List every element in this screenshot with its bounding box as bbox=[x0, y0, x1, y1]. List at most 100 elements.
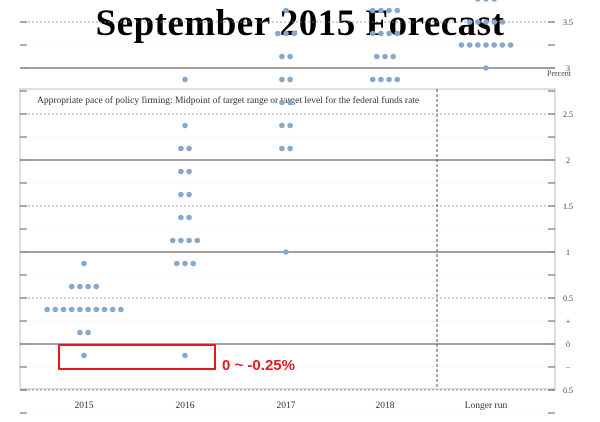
x-tick-label: 2018 bbox=[376, 401, 395, 411]
dots-layer bbox=[44, 0, 514, 359]
y-tick-label: − bbox=[566, 363, 571, 372]
dot-2015 bbox=[52, 306, 59, 313]
dot-2016 bbox=[178, 145, 184, 152]
dot-2017 bbox=[279, 145, 285, 152]
dot-2015 bbox=[85, 329, 91, 336]
dot-longer-run bbox=[466, 19, 473, 25]
dot-longer-run bbox=[491, 19, 498, 25]
dot-2015 bbox=[68, 283, 75, 290]
dot-2016 bbox=[178, 168, 184, 175]
dot-2015 bbox=[109, 306, 116, 313]
dot-2016 bbox=[186, 145, 192, 152]
dot-2016 bbox=[174, 260, 180, 267]
dot-2016 bbox=[186, 237, 192, 244]
y-tick-label: 3.5 bbox=[563, 18, 573, 27]
dot-2015 bbox=[81, 352, 87, 359]
dot-2015 bbox=[60, 306, 67, 313]
dot-2016 bbox=[182, 76, 188, 83]
dot-2015 bbox=[44, 306, 50, 313]
dot-2017 bbox=[287, 145, 293, 152]
dot-2015 bbox=[101, 306, 108, 313]
dot-2018 bbox=[394, 7, 401, 14]
highlight-layer: 0 ~ -0.25% bbox=[58, 344, 295, 374]
dot-2017 bbox=[287, 76, 293, 83]
dot-2015 bbox=[77, 329, 83, 336]
dot-2016 bbox=[182, 260, 188, 267]
dot-2017 bbox=[283, 30, 289, 37]
dot-2018 bbox=[369, 76, 376, 83]
x-tick-label: 2016 bbox=[176, 401, 195, 411]
dot-2018 bbox=[369, 7, 376, 14]
dot-2016 bbox=[178, 237, 184, 244]
highlight-label: 0 ~ -0.25% bbox=[222, 357, 295, 374]
dot-2015 bbox=[85, 306, 91, 313]
chart-subtitle: Appropriate pace of policy firming: Midp… bbox=[37, 95, 419, 106]
plot-frame bbox=[19, 88, 556, 390]
highlight-box bbox=[58, 344, 216, 370]
dot-2018 bbox=[374, 53, 380, 60]
dot-2018 bbox=[369, 30, 376, 37]
dot-2016 bbox=[186, 168, 192, 175]
dot-longer-run bbox=[483, 42, 489, 48]
dot-2015 bbox=[77, 283, 83, 290]
dot-2015 bbox=[77, 306, 83, 313]
dot-longer-run bbox=[483, 19, 489, 25]
dot-2015 bbox=[93, 283, 100, 290]
dot-2017 bbox=[279, 122, 285, 129]
dot-2018 bbox=[390, 53, 397, 60]
dot-2016 bbox=[178, 191, 184, 198]
dot-longer-run bbox=[483, 0, 489, 2]
dot-2016 bbox=[190, 260, 196, 267]
dot-2017 bbox=[279, 53, 285, 60]
dot-2017 bbox=[287, 122, 293, 129]
dot-2018 bbox=[386, 30, 392, 37]
dot-2017 bbox=[275, 30, 281, 37]
y-tick-label: 1.5 bbox=[563, 202, 573, 211]
page-title: September 2015 Forecast bbox=[95, 3, 505, 44]
y-tick-label: 2.5 bbox=[563, 110, 573, 119]
x-tick-label: Longer run bbox=[465, 401, 508, 411]
dot-2015 bbox=[81, 260, 87, 267]
dot-2016 bbox=[194, 237, 201, 244]
dot-2018 bbox=[378, 7, 384, 14]
unit-label: Percent bbox=[547, 69, 572, 78]
dot-2016 bbox=[182, 122, 188, 129]
dot-2017 bbox=[283, 7, 289, 14]
dot-2016 bbox=[186, 214, 192, 221]
y-tick-label: 0 bbox=[566, 340, 570, 349]
y-tick-label: 1 bbox=[566, 248, 570, 257]
dot-2017 bbox=[279, 99, 285, 106]
dot-2016 bbox=[178, 214, 184, 221]
dot-longer-run bbox=[483, 65, 489, 71]
dot-2018 bbox=[386, 76, 392, 83]
y-tick-label: 3 bbox=[566, 64, 570, 73]
y-tick-label: 0.5 bbox=[563, 294, 573, 303]
dot-2018 bbox=[378, 76, 384, 83]
dot-2018 bbox=[386, 7, 392, 14]
dot-longer-run bbox=[475, 19, 481, 25]
y-tick-label: + bbox=[566, 317, 571, 326]
dot-2016 bbox=[186, 191, 192, 198]
x-axis-labels: 2015 2016 2017 2018 Longer run bbox=[75, 401, 508, 411]
dot-2018 bbox=[394, 76, 401, 83]
dot-2018 bbox=[378, 30, 384, 37]
dot-2017 bbox=[283, 249, 289, 255]
y-tick-label: 2 bbox=[566, 156, 570, 165]
dot-2015 bbox=[68, 306, 75, 313]
dot-2017 bbox=[287, 99, 293, 106]
dot-2015 bbox=[85, 283, 91, 290]
dot-2017 bbox=[279, 76, 285, 83]
dot-2016 bbox=[182, 352, 188, 359]
dot-longer-run bbox=[499, 42, 506, 48]
dot-2015 bbox=[118, 306, 124, 313]
dot-2016 bbox=[169, 237, 176, 244]
dot-longer-run bbox=[507, 42, 514, 48]
dot-2018 bbox=[394, 30, 401, 37]
dot-longer-run bbox=[491, 0, 497, 2]
dot-2017 bbox=[287, 53, 293, 60]
dot-2018 bbox=[382, 53, 388, 60]
x-tick-label: 2015 bbox=[75, 401, 94, 411]
y-tick-label: 0.5 bbox=[563, 386, 573, 395]
x-tick-label: 2017 bbox=[277, 401, 296, 411]
